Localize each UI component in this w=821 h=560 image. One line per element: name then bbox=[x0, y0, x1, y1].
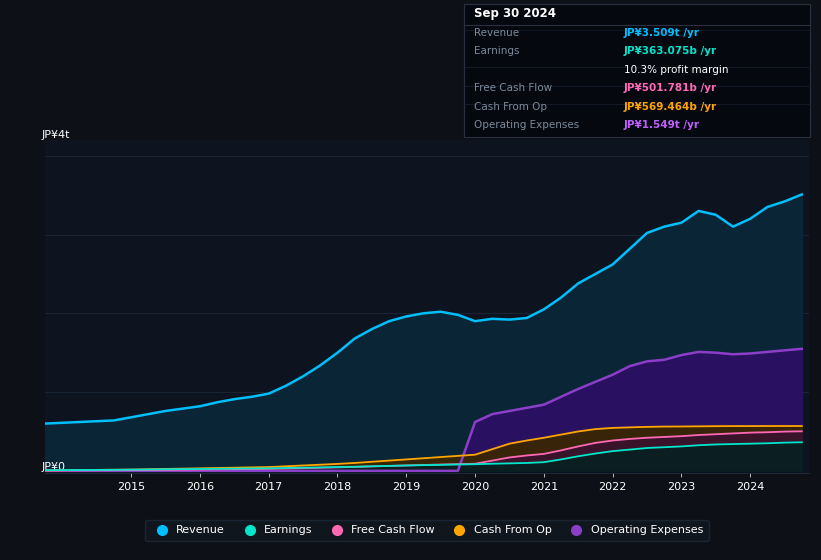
Legend: Revenue, Earnings, Free Cash Flow, Cash From Op, Operating Expenses: Revenue, Earnings, Free Cash Flow, Cash … bbox=[145, 520, 709, 541]
Text: Free Cash Flow: Free Cash Flow bbox=[474, 83, 552, 94]
Text: 10.3% profit margin: 10.3% profit margin bbox=[624, 65, 728, 75]
Text: JP¥3.509t /yr: JP¥3.509t /yr bbox=[624, 28, 699, 38]
Text: JP¥363.075b /yr: JP¥363.075b /yr bbox=[624, 46, 717, 57]
Text: JP¥0: JP¥0 bbox=[41, 461, 66, 472]
Text: Cash From Op: Cash From Op bbox=[474, 102, 547, 112]
Text: JP¥1.549t /yr: JP¥1.549t /yr bbox=[624, 120, 700, 130]
Text: JP¥501.781b /yr: JP¥501.781b /yr bbox=[624, 83, 717, 94]
Text: JP¥4t: JP¥4t bbox=[41, 130, 70, 140]
Text: Operating Expenses: Operating Expenses bbox=[474, 120, 579, 130]
Text: Sep 30 2024: Sep 30 2024 bbox=[474, 7, 556, 20]
Text: JP¥569.464b /yr: JP¥569.464b /yr bbox=[624, 102, 717, 112]
Text: Revenue: Revenue bbox=[474, 28, 519, 38]
Text: Earnings: Earnings bbox=[474, 46, 519, 57]
